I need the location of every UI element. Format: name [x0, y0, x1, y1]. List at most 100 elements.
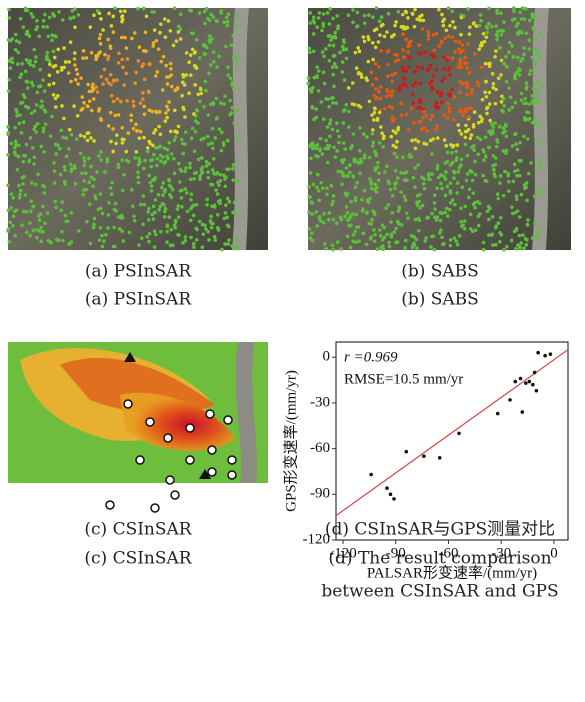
map-dot: [28, 221, 32, 225]
map-dot: [455, 181, 460, 185]
map-dot: [92, 13, 96, 18]
map-dot: [493, 121, 497, 125]
map-dot: [448, 93, 453, 98]
map-dot: [99, 118, 104, 122]
map-dot: [502, 103, 506, 108]
map-dot: [6, 132, 10, 137]
map-dot: [444, 206, 449, 211]
map-dot: [440, 211, 444, 216]
map-dot: [526, 171, 531, 176]
map-dot: [321, 21, 326, 26]
map-dot: [150, 158, 155, 162]
map-dot: [359, 75, 364, 80]
map-dot: [188, 165, 192, 170]
map-dot: [362, 153, 367, 157]
map-dot: [523, 236, 528, 241]
map-dot: [450, 56, 455, 60]
map-dot: [409, 233, 414, 238]
map-dot: [459, 132, 464, 136]
map-dot: [395, 155, 399, 159]
map-dot: [236, 246, 240, 251]
map-dot: [458, 163, 463, 167]
map-dot: [211, 15, 216, 19]
map-dot: [82, 163, 87, 168]
map-dot: [164, 63, 168, 68]
map-dot: [379, 125, 383, 129]
map-dot: [185, 191, 189, 195]
map-dot: [316, 154, 320, 159]
map-dot: [61, 135, 65, 140]
map-dot: [187, 91, 191, 95]
map-dot: [6, 227, 11, 231]
map-dot: [510, 211, 515, 216]
map-dot: [42, 89, 47, 94]
map-dot: [82, 134, 87, 139]
map-dot: [473, 228, 478, 232]
map-dot: [515, 173, 519, 178]
map-dot: [113, 6, 117, 11]
map-dot: [449, 150, 454, 155]
map-dot: [435, 215, 440, 219]
map-dot: [377, 171, 381, 175]
map-dot: [367, 155, 372, 160]
map-dot: [53, 199, 57, 204]
gps-site: [185, 455, 195, 465]
map-dot: [311, 32, 316, 36]
map-dot: [310, 212, 314, 216]
map-dot: [457, 128, 462, 133]
map-dot: [396, 9, 401, 14]
map-dot: [435, 124, 439, 128]
map-dot: [343, 147, 347, 151]
fit-line: [335, 349, 569, 517]
map-dot: [331, 193, 336, 198]
map-dot: [394, 181, 398, 185]
map-dot: [188, 53, 193, 57]
map-dot: [122, 172, 126, 177]
map-dot: [198, 99, 202, 104]
x-tick-label: -60: [438, 545, 458, 561]
map-dot: [355, 180, 359, 185]
map-dot: [24, 57, 29, 62]
map-dot: [183, 235, 188, 239]
map-dot: [367, 99, 372, 104]
map-dot: [450, 9, 455, 14]
annotation: RMSE=10.5 mm/yr: [344, 371, 463, 387]
map-dot: [404, 37, 408, 42]
map-dot: [487, 217, 491, 222]
gps-site: [227, 470, 237, 480]
map-dot: [60, 65, 64, 70]
map-dot: [55, 70, 60, 74]
map-dot: [436, 175, 441, 180]
map-dot: [214, 96, 219, 101]
map-dot: [235, 15, 239, 19]
map-dot: [28, 136, 33, 140]
map-dot: [111, 127, 115, 131]
map-dot: [439, 100, 444, 104]
gps-site: [105, 500, 115, 510]
map-dot: [375, 247, 380, 251]
map-dot: [408, 152, 412, 157]
map-dot: [404, 112, 409, 117]
map-dot: [401, 68, 406, 73]
map-dot: [368, 196, 372, 201]
map-dot: [65, 219, 70, 224]
map-dot: [99, 158, 103, 162]
map-dot: [447, 109, 452, 114]
map-dot: [42, 190, 47, 195]
map-dot: [514, 142, 518, 146]
map-dot: [358, 171, 362, 176]
map-dot: [210, 182, 215, 187]
map-dot: [152, 229, 157, 233]
map-dot: [197, 11, 202, 15]
map-dot: [405, 211, 409, 215]
map-dot: [524, 81, 529, 85]
map-dot: [67, 147, 71, 151]
map-dot: [475, 80, 480, 84]
map-dot: [229, 43, 234, 47]
map-dot: [130, 36, 134, 41]
map-dot: [192, 177, 196, 181]
map-dot: [39, 225, 44, 230]
map-dot: [100, 244, 105, 249]
map-dot: [151, 143, 155, 148]
map-dot: [510, 105, 515, 110]
